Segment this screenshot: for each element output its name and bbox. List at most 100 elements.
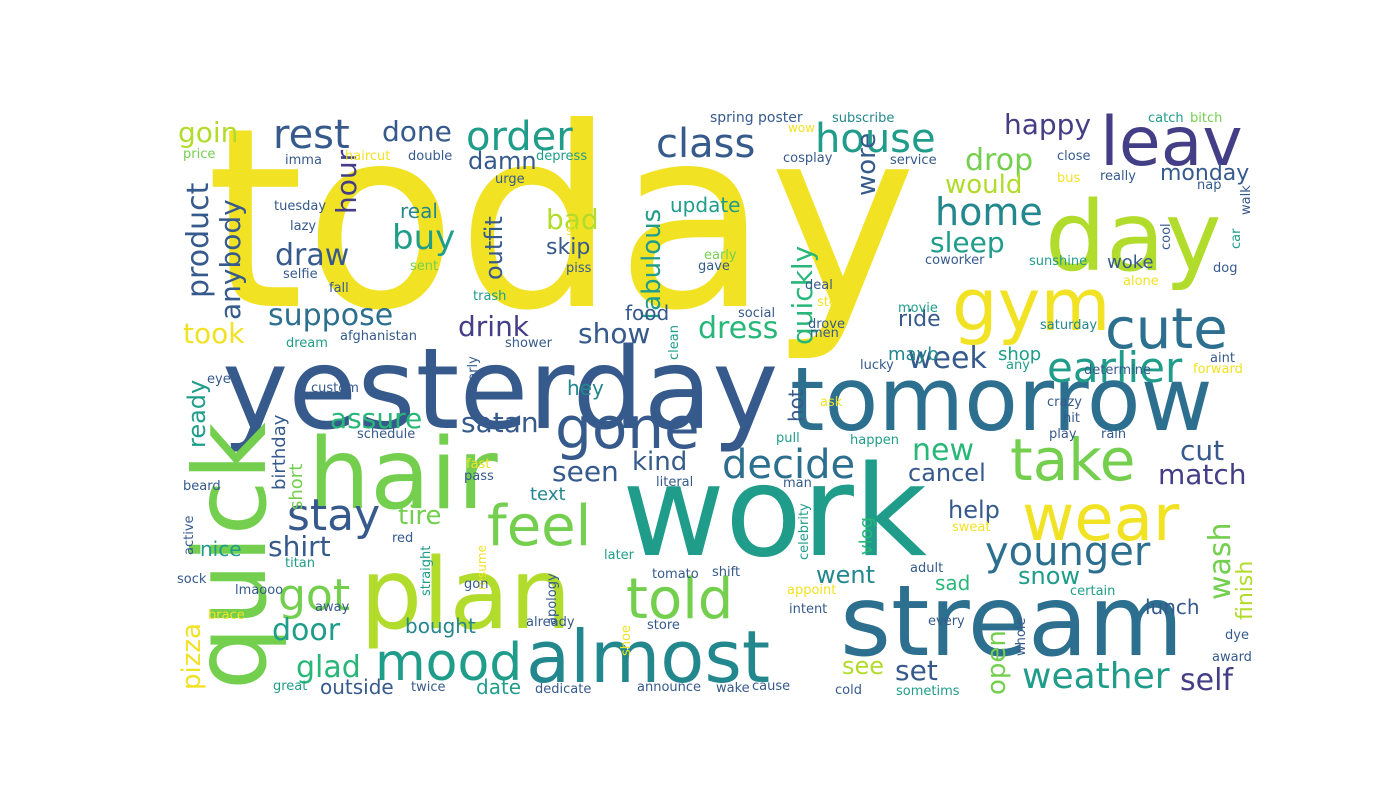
word-dye: dye <box>1225 628 1249 643</box>
word-later: later <box>604 548 635 563</box>
word-shirt: shirt <box>268 530 331 563</box>
word-quick: quick <box>172 422 289 690</box>
word-birthday: birthday <box>269 414 290 490</box>
word-tomato: tomato <box>652 567 699 582</box>
word-man: man <box>783 476 812 491</box>
word-adult: adult <box>910 561 943 576</box>
word-sock: sock <box>177 572 207 587</box>
word-catch: catch <box>1148 111 1184 126</box>
word-announce: announce <box>637 680 701 695</box>
word-nearly: nearly <box>466 356 481 397</box>
word-rain: rain <box>1101 427 1126 442</box>
word-cute: cute <box>1105 297 1228 362</box>
word-forward: forward <box>1193 362 1243 377</box>
word-whole: whole <box>1014 618 1029 656</box>
word-coworker: coworker <box>925 253 985 268</box>
word-active: active <box>182 515 197 555</box>
word-drop: drop <box>965 143 1033 178</box>
word-wear: wear <box>1022 482 1180 556</box>
word-literal: literal <box>656 475 693 490</box>
word-red: red <box>392 531 413 546</box>
word-date: date <box>476 675 521 699</box>
word-help: help <box>948 496 1000 524</box>
word-damn: damn <box>468 147 537 175</box>
word-fast: fast <box>466 457 490 472</box>
word-rest: rest <box>273 112 350 158</box>
word-straight: straight <box>419 546 434 596</box>
word-seen: seen <box>552 455 619 488</box>
word-day: day <box>1045 181 1222 293</box>
word-order: order <box>466 114 573 160</box>
word-plan: plan <box>360 538 572 652</box>
word-finish: finish <box>1233 561 1258 620</box>
word-glad: glad <box>296 650 361 685</box>
word-wake: wake <box>716 681 750 696</box>
word-deal: deal <box>805 278 833 293</box>
word-gave: gave <box>698 259 730 274</box>
word-shift: shift <box>712 565 740 580</box>
word-wow: wow <box>788 121 815 135</box>
word-weather: weather <box>1022 656 1170 697</box>
word-sleep: sleep <box>930 226 1005 259</box>
word-open: open <box>982 630 1012 695</box>
word-outfit: outfit <box>480 216 508 280</box>
word-any: any <box>1006 358 1030 373</box>
word-dedicate: dedicate <box>535 682 591 697</box>
word-would: would <box>945 170 1022 200</box>
word-every: every <box>928 614 965 629</box>
word-cancel: cancel <box>908 459 986 487</box>
word-goin: goin <box>178 116 238 149</box>
word-twice: twice <box>411 680 446 695</box>
word-cool: cool <box>1159 223 1174 250</box>
word-gone: gone <box>555 394 700 462</box>
word-saturday: saturday <box>1040 318 1097 333</box>
word-gon: gon <box>464 577 488 592</box>
word-sent: sent <box>410 259 438 274</box>
word-trash: trash <box>473 289 506 304</box>
word-spring: spring <box>710 110 754 126</box>
word-cut: cut <box>1180 434 1224 467</box>
word-done: done <box>382 115 452 148</box>
word-piss: piss <box>566 261 592 276</box>
word-early: early <box>704 248 737 263</box>
word-hair: hair <box>308 418 498 532</box>
word-intent: intent <box>789 602 827 617</box>
word-men: men <box>810 326 839 341</box>
word-mood: mood <box>375 633 522 693</box>
word-monday: monday <box>1160 161 1249 186</box>
word-already: already <box>526 615 575 630</box>
word-dog: dog <box>1213 261 1237 276</box>
word-text: text <box>530 484 566 505</box>
word-outside: outside <box>320 675 394 699</box>
word-store: store <box>647 618 680 633</box>
word-wore: wore <box>852 133 882 196</box>
word-food: food <box>625 301 669 325</box>
word-alone: alone <box>1123 274 1159 289</box>
word-today: today <box>206 74 917 365</box>
word-door: door <box>272 613 341 648</box>
word-tire: tire <box>398 501 442 531</box>
word-pass: pass <box>464 469 494 484</box>
word-home: home <box>935 190 1043 234</box>
word-stress: stress <box>807 216 821 252</box>
word-service: service <box>890 153 937 168</box>
word-resume: resume <box>475 545 489 590</box>
word-apology: apology <box>545 573 560 625</box>
word-lucky: lucky <box>860 358 894 373</box>
word-walk: walk <box>1239 185 1254 215</box>
word-cosplay: cosplay <box>783 151 833 166</box>
word-celebrity: celebrity <box>797 503 812 560</box>
word-crazy: crazy <box>1047 395 1082 410</box>
word-younger: younger <box>985 529 1151 575</box>
word-took: took <box>183 317 245 350</box>
word-poster: poster <box>758 110 803 126</box>
word-shop: shop <box>998 344 1041 365</box>
word-close: close <box>1057 149 1090 164</box>
word-woke: woke <box>1107 252 1154 273</box>
word-urge: urge <box>495 172 525 187</box>
word-dream: dream <box>286 336 328 351</box>
word-gym: gym <box>952 263 1110 347</box>
word-skip: skip <box>546 235 590 260</box>
word-new: new <box>912 433 974 468</box>
